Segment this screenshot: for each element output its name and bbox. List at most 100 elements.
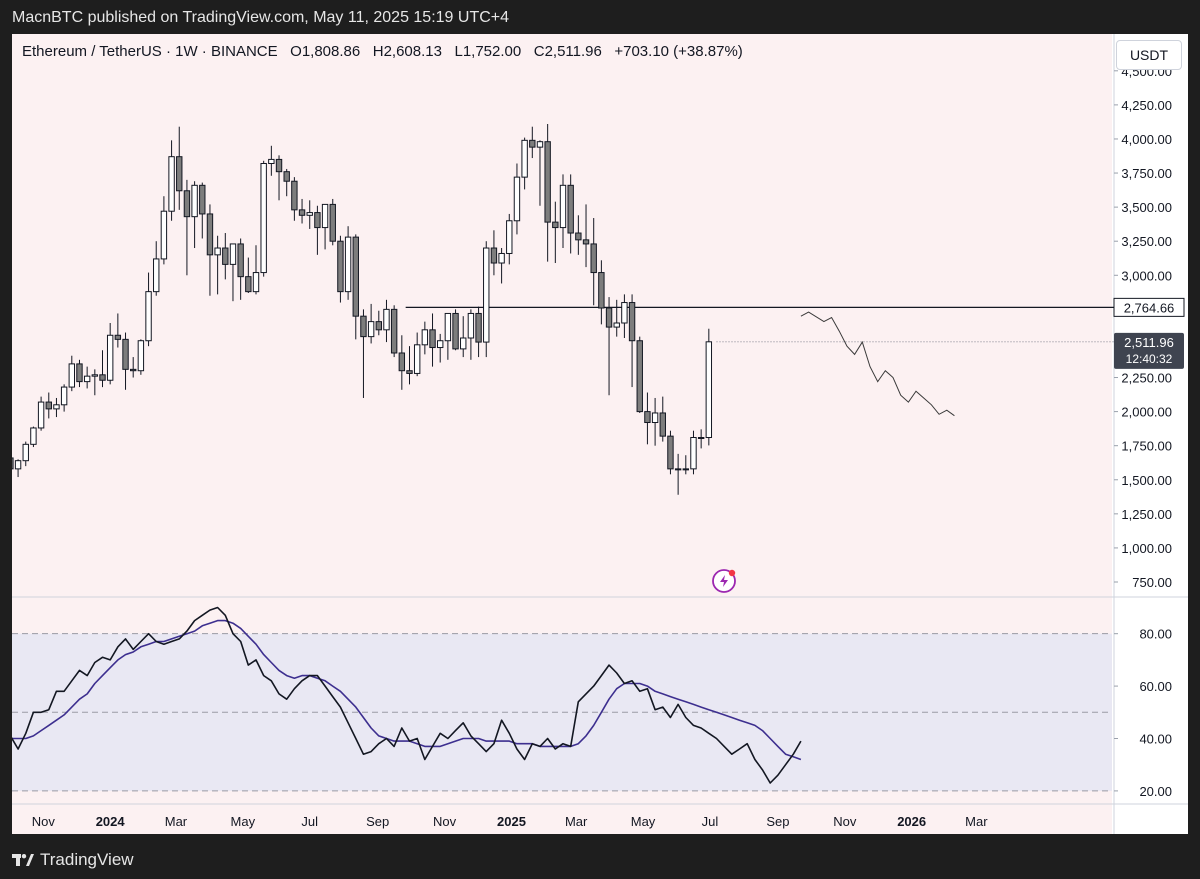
publisher-text: MacnBTC published on TradingView.com, Ma… xyxy=(12,9,510,26)
time-axis-label: Mar xyxy=(565,814,588,829)
candle-body xyxy=(22,443,29,462)
tradingview-logo-icon xyxy=(12,854,34,866)
rsi-line xyxy=(12,606,802,784)
price-axis-label: 4,000.00 xyxy=(1121,132,1172,147)
price-axis-label: 1,500.00 xyxy=(1121,473,1172,488)
candle-body xyxy=(237,243,244,278)
candle-body xyxy=(636,340,643,413)
candle-body xyxy=(582,239,590,245)
candle-body xyxy=(14,460,22,470)
candle-body xyxy=(490,247,498,264)
candle-body xyxy=(697,437,705,440)
candle-body xyxy=(506,220,513,254)
legend-open: O1,808.86 xyxy=(290,43,361,60)
time-axis-label: Mar xyxy=(965,814,988,829)
price-axis-label: 1,250.00 xyxy=(1121,507,1172,522)
price-axis-label: 1,750.00 xyxy=(1121,439,1172,454)
candle-body xyxy=(83,375,91,383)
legend-low: L1,752.00 xyxy=(454,43,522,60)
candle-body xyxy=(275,158,283,173)
candle-body xyxy=(383,308,390,331)
brand: TradingView xyxy=(12,850,134,870)
candle-body xyxy=(513,176,521,222)
candle-body xyxy=(398,352,406,372)
candle-body xyxy=(344,236,352,293)
candle-body xyxy=(206,213,214,256)
candle-body xyxy=(421,329,429,346)
candle-body xyxy=(30,427,37,445)
time-axis-label: 2026 xyxy=(897,814,926,829)
candle-body xyxy=(99,374,106,381)
time-axis-label: Sep xyxy=(766,814,789,829)
candle-body xyxy=(60,386,68,406)
candle-body xyxy=(122,338,129,370)
candle-body xyxy=(690,437,697,470)
symbol-legend: Ethereum / TetherUS · 1W · BINANCE O1,80… xyxy=(22,43,743,60)
currency-button[interactable]: USDT xyxy=(1116,40,1182,70)
countdown-label: 12:40:32 xyxy=(1126,352,1173,366)
candle-body xyxy=(498,252,505,264)
price-axis-label: 750.00 xyxy=(1132,575,1172,590)
candle-body xyxy=(621,302,628,324)
candle-body xyxy=(674,468,682,471)
price-axis-label: 3,250.00 xyxy=(1121,234,1172,249)
last-price-label: 2,511.96 xyxy=(1124,335,1174,350)
price-axis-label: 2,000.00 xyxy=(1121,405,1172,420)
candle-body xyxy=(76,363,83,383)
candle-body xyxy=(659,412,666,437)
candle-body xyxy=(245,276,252,293)
candle-body xyxy=(106,334,114,381)
candle-body xyxy=(53,404,60,410)
candle-body xyxy=(183,190,191,218)
candle-body xyxy=(191,184,198,218)
time-axis-label: Jul xyxy=(702,814,719,829)
candle-body xyxy=(475,312,482,343)
time-axis-label: Mar xyxy=(165,814,188,829)
chart-canvas[interactable]: 4,500.004,250.004,000.003,750.003,500.00… xyxy=(12,34,1188,834)
candle-body xyxy=(91,374,99,377)
rsi-axis-label: 60.00 xyxy=(1139,679,1172,694)
price-axis-label: 3,750.00 xyxy=(1121,166,1172,181)
legend-high: H2,608.13 xyxy=(372,43,442,60)
publish-header: MacnBTC published on TradingView.com, Ma… xyxy=(0,0,1200,34)
candle-body xyxy=(590,243,597,274)
candle-body xyxy=(68,363,75,388)
footer: TradingView xyxy=(0,840,1200,879)
candle-body xyxy=(114,334,122,340)
candle-body xyxy=(45,401,52,410)
projection-path xyxy=(800,311,955,417)
time-axis-label: May xyxy=(231,814,256,829)
candle-body xyxy=(306,212,313,216)
candle-body xyxy=(467,312,475,339)
candle-body xyxy=(413,344,421,374)
candle-body xyxy=(222,247,229,265)
candle-body xyxy=(199,184,206,215)
hline-tag xyxy=(1113,297,1185,317)
candle-body xyxy=(160,210,168,260)
candle-body xyxy=(559,184,567,229)
legend-close: C2,511.96 xyxy=(533,43,602,60)
candle-body xyxy=(536,141,544,148)
rsi-ma-line xyxy=(12,619,802,761)
candle-body xyxy=(37,401,45,429)
candle-body xyxy=(314,212,321,229)
candle-body xyxy=(168,156,175,212)
legend-symbol[interactable]: Ethereum / TetherUS · 1W · BINANCE xyxy=(22,43,278,60)
price-axis-label: 4,250.00 xyxy=(1121,98,1172,113)
candle-body xyxy=(153,258,160,293)
time-axis-label: 2025 xyxy=(497,814,526,829)
candle-body xyxy=(214,247,221,256)
last-price-tag xyxy=(1114,332,1184,369)
candle-body xyxy=(521,139,528,178)
candle-body xyxy=(229,243,237,265)
price-axis-label: 3,000.00 xyxy=(1121,268,1172,283)
candle-body xyxy=(406,370,413,374)
candle-body xyxy=(682,468,689,471)
candle-body xyxy=(437,340,444,349)
candle-body xyxy=(483,247,490,343)
lightning-bolt-icon[interactable] xyxy=(712,569,736,593)
time-axis-label: Nov xyxy=(433,814,457,829)
candle-body xyxy=(529,139,536,148)
candle-body xyxy=(452,312,459,350)
hline-label: 2,764.66 xyxy=(1124,300,1175,315)
